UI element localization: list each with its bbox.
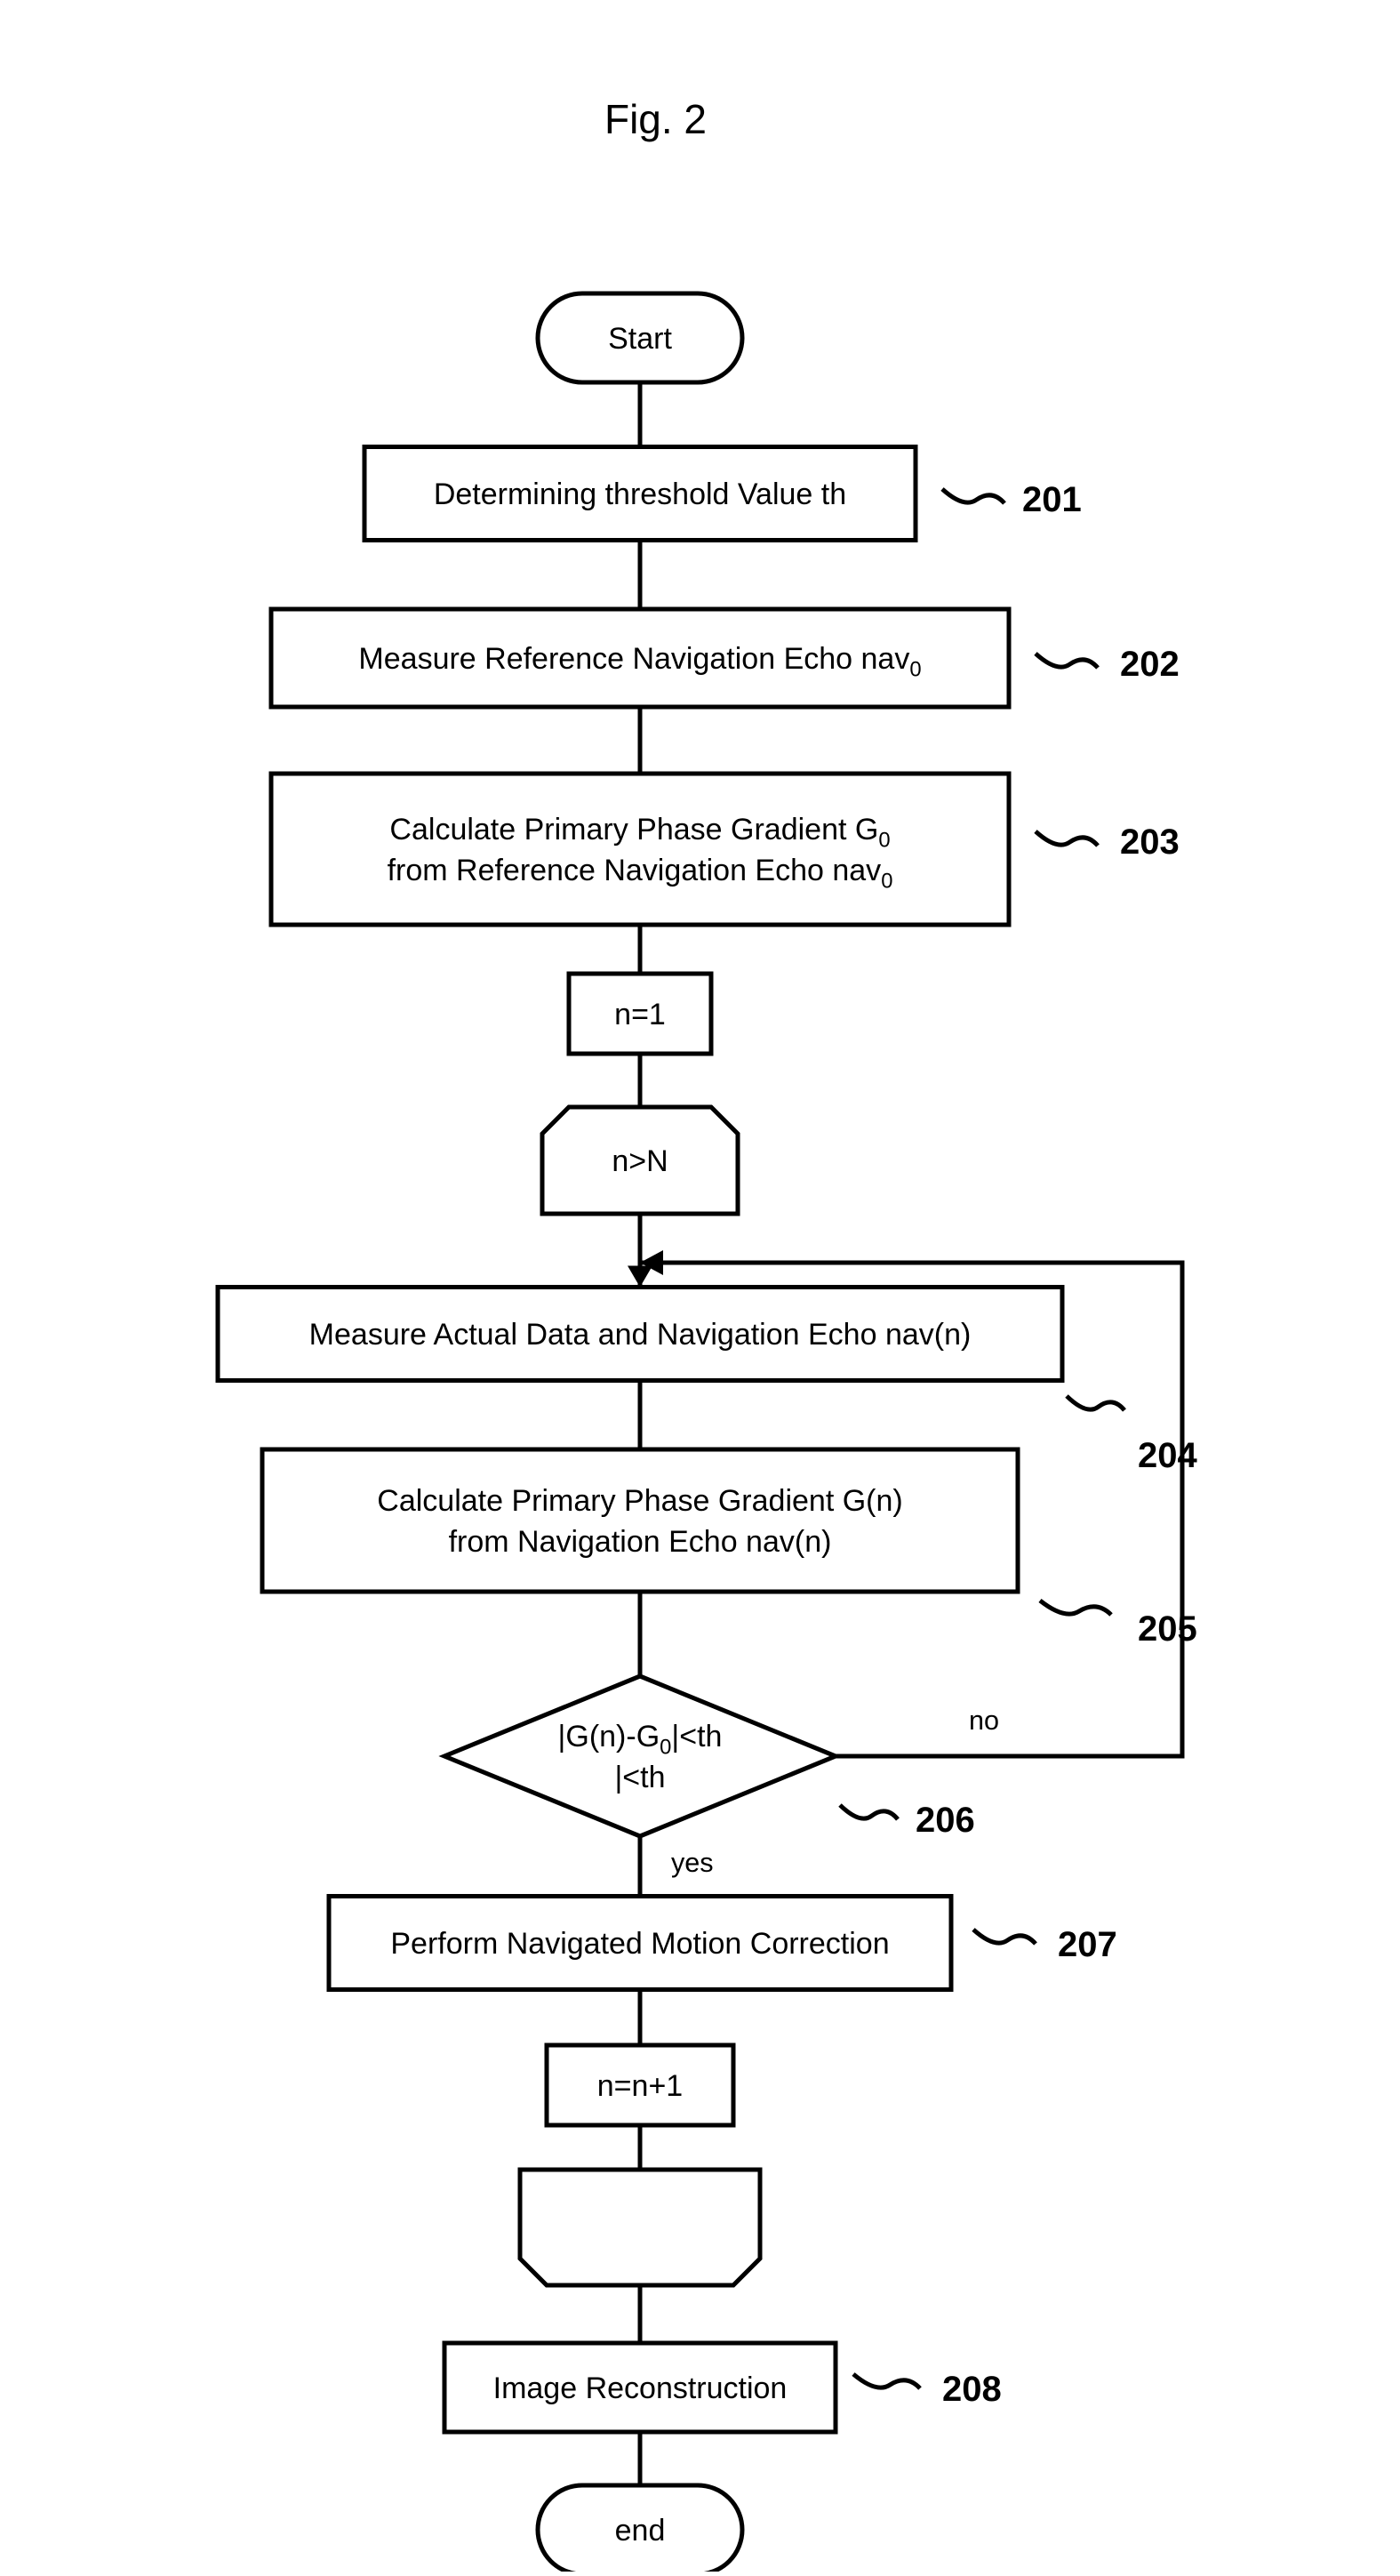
svg-text:n>N: n>N xyxy=(612,1144,668,1178)
svg-text:yes: yes xyxy=(671,1848,714,1878)
svg-text:from Reference Navigation Echo: from Reference Navigation Echo nav0 xyxy=(388,854,893,894)
svg-text:Fig. 2: Fig. 2 xyxy=(604,96,707,142)
svg-text:202: 202 xyxy=(1120,645,1180,684)
svg-text:206: 206 xyxy=(916,1801,975,1840)
svg-text:201: 201 xyxy=(1022,480,1082,519)
svg-text:Determining threshold Value th: Determining threshold Value th xyxy=(434,477,846,511)
svg-text:Measure Reference Navigation E: Measure Reference Navigation Echo nav0 xyxy=(358,642,921,682)
svg-text:no: no xyxy=(969,1705,999,1736)
svg-text:Calculate Primary Phase Gradie: Calculate Primary Phase Gradient G0 xyxy=(389,813,890,853)
svg-text:Calculate Primary Phase Gradie: Calculate Primary Phase Gradient G(n) xyxy=(377,1484,902,1518)
svg-text:end: end xyxy=(615,2514,666,2548)
svg-text:n=n+1: n=n+1 xyxy=(597,2069,683,2103)
svg-text:|<th: |<th xyxy=(614,1761,665,1794)
flowchart-diagram: Fig. 2 Start Determining threshold Value t… xyxy=(0,0,1400,2572)
svg-text:203: 203 xyxy=(1120,823,1180,862)
svg-text:207: 207 xyxy=(1058,1925,1117,1964)
svg-text:204: 204 xyxy=(1138,1436,1197,1475)
svg-text:|G(n)-G0|<th: |G(n)-G0|<th xyxy=(558,1720,723,1760)
svg-text:from Navigation Echo nav(n): from Navigation Echo nav(n) xyxy=(449,1525,832,1559)
svg-text:205: 205 xyxy=(1138,1609,1197,1649)
svg-text:Image Reconstruction: Image Reconstruction xyxy=(493,2371,788,2405)
svg-text:208: 208 xyxy=(942,2370,1002,2409)
svg-text:n=1: n=1 xyxy=(614,998,666,1031)
svg-text:Measure Actual Data and Naviga: Measure Actual Data and Navigation Echo … xyxy=(309,1318,972,1352)
svg-text:Perform Navigated Motion Corre: Perform Navigated Motion Correction xyxy=(390,1927,889,1961)
svg-text:Start: Start xyxy=(608,322,672,356)
